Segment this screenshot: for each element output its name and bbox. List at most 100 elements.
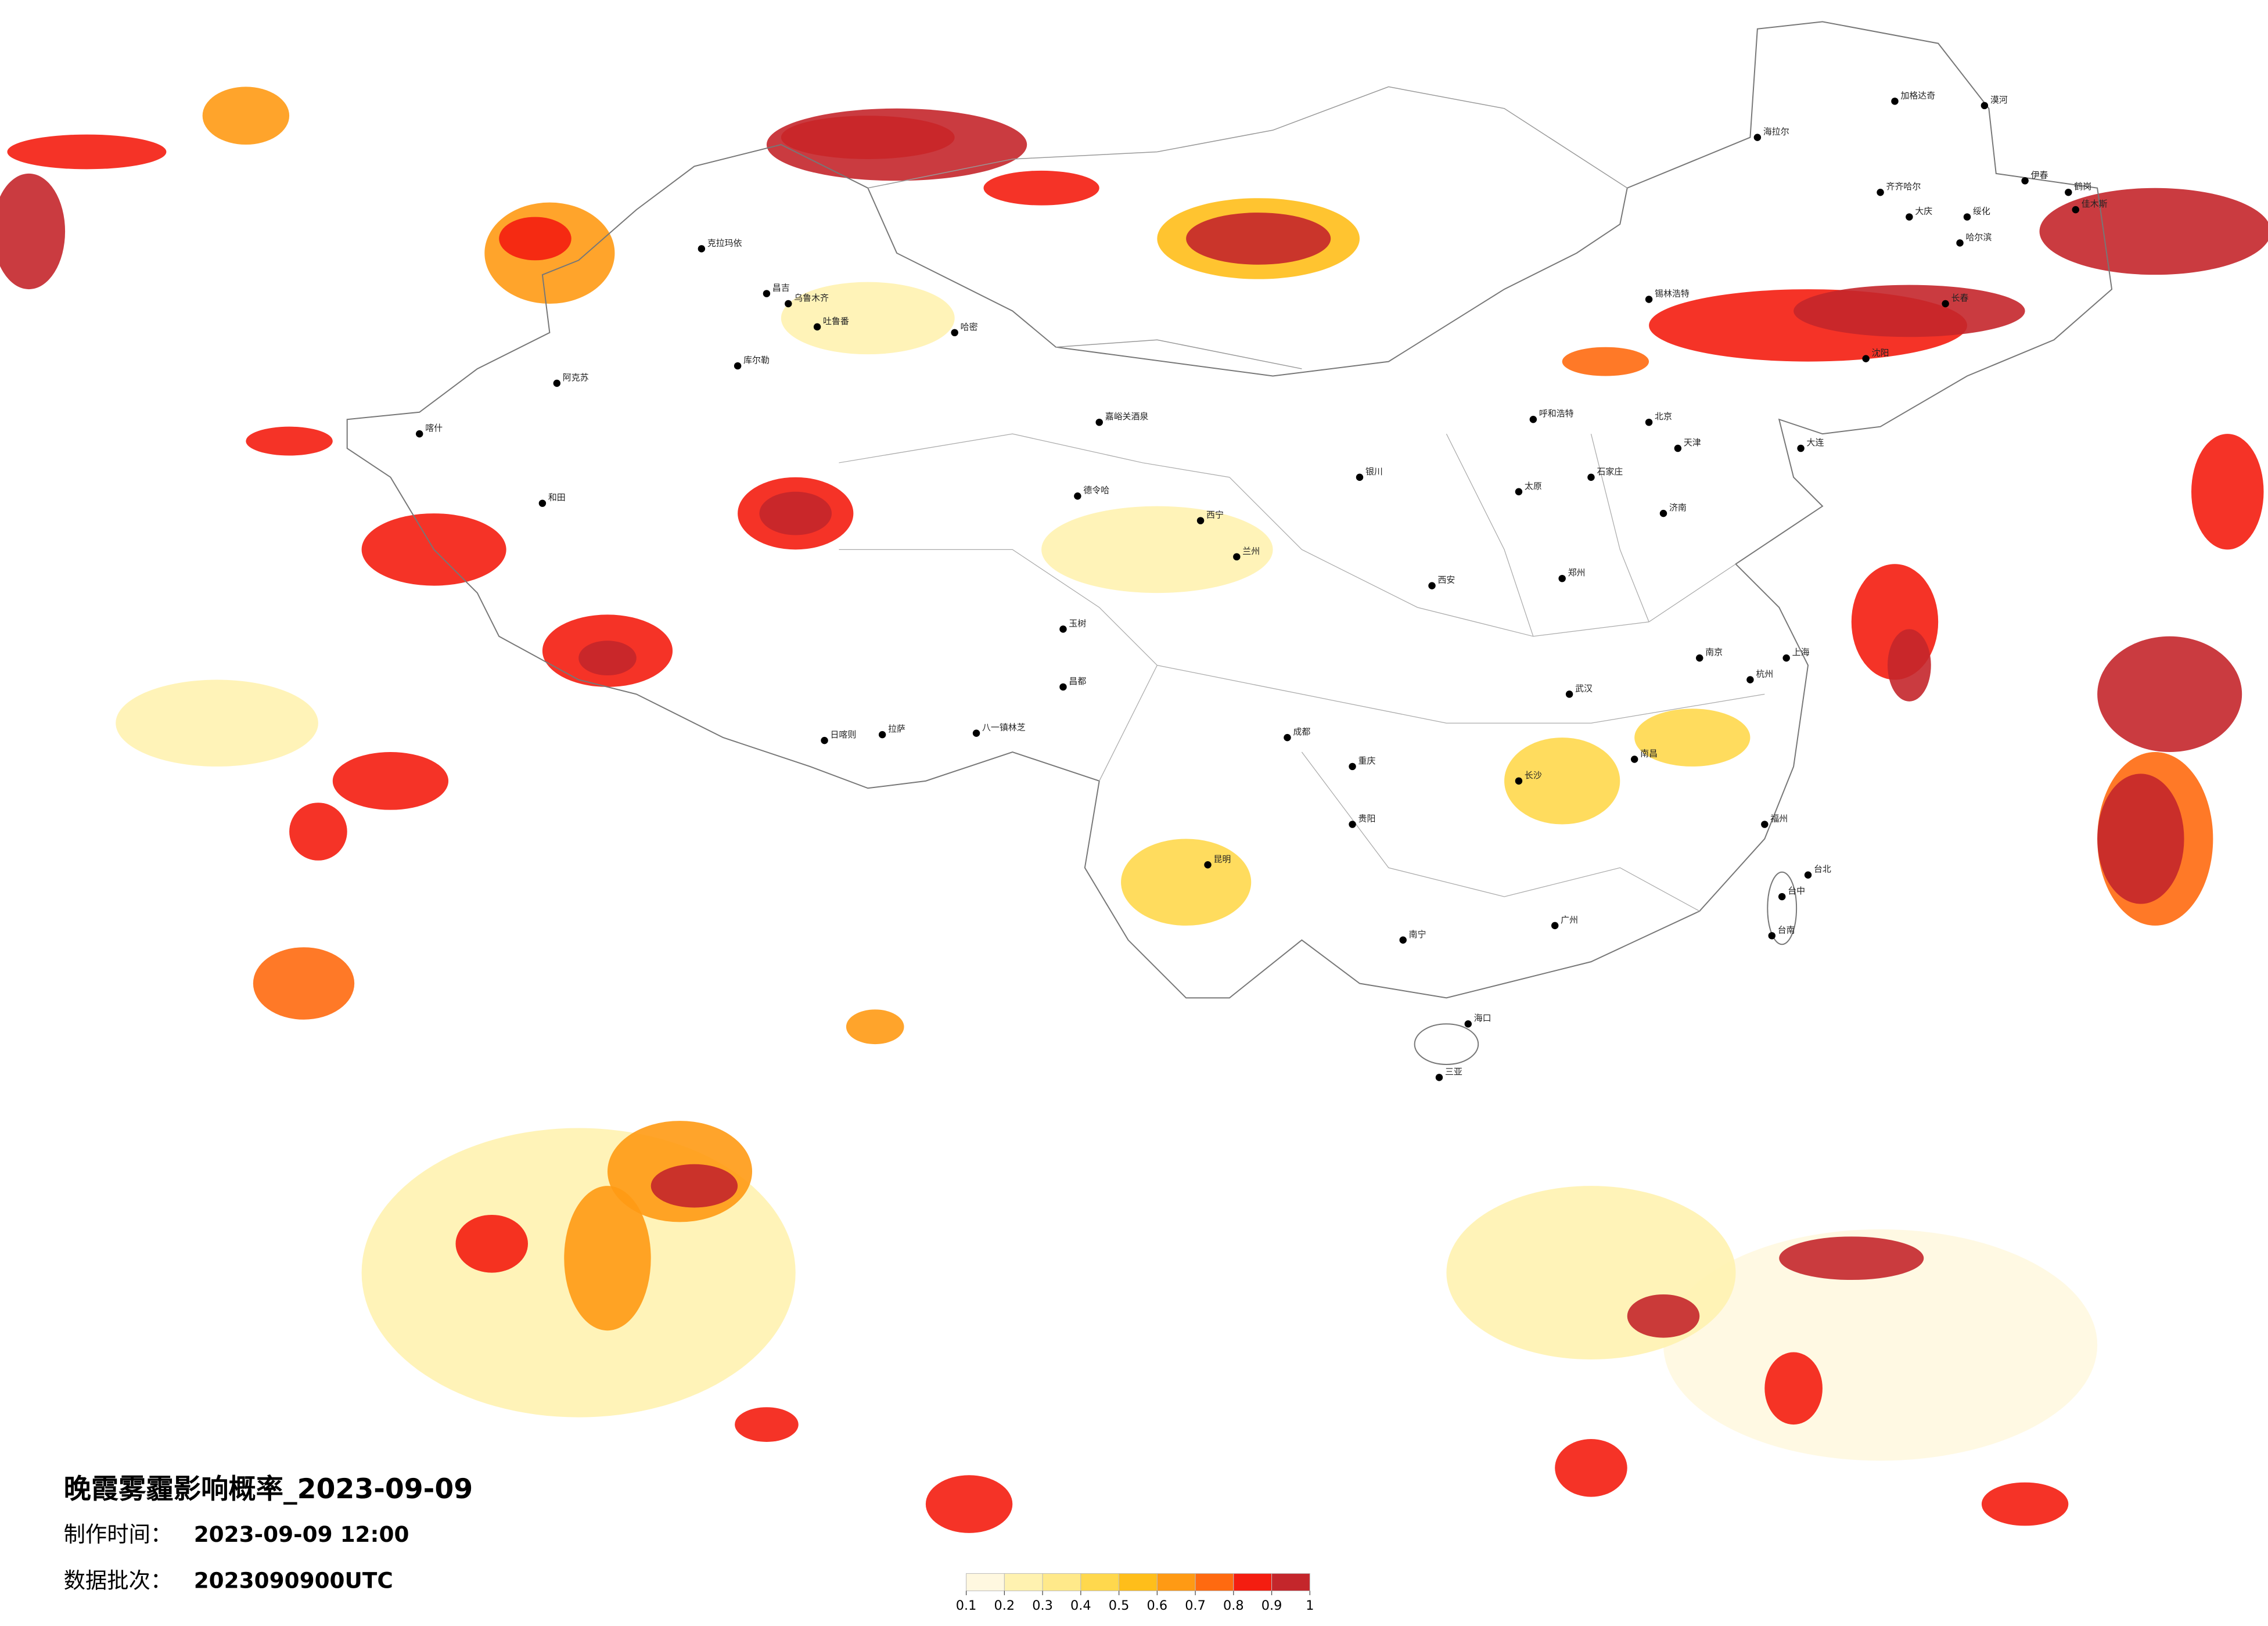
city-label: 大连 [1807, 437, 1824, 448]
city-dot [1746, 676, 1754, 684]
city-label: 漠河 [1990, 95, 2008, 105]
city-dot [1797, 444, 1805, 452]
city-dot [1782, 654, 1790, 662]
city-label: 贵阳 [1358, 814, 1376, 824]
city-label: 广州 [1561, 915, 1578, 925]
legend-tick-label: 0.5 [1109, 1598, 1130, 1613]
haze-area [455, 1214, 529, 1273]
city-label: 济南 [1669, 502, 1687, 513]
city-dot [1565, 690, 1573, 698]
haze-area [759, 491, 832, 535]
legend-swatch [1119, 1573, 1158, 1591]
city-dot [1942, 300, 1949, 308]
city-label: 台北 [1814, 864, 1831, 875]
city-label: 福州 [1770, 814, 1788, 824]
haze-area [650, 1164, 738, 1208]
city-label: 兰州 [1242, 546, 1260, 556]
taiwan-outline [1767, 871, 1798, 945]
city-label: 哈密 [961, 322, 978, 332]
haze-area [1779, 1236, 1924, 1280]
city-dot [1768, 932, 1776, 940]
city-dot [785, 300, 792, 308]
city-dot [1587, 473, 1595, 481]
legend-tick-label: 0.7 [1185, 1598, 1206, 1613]
legend: 0.1 0.2 0.3 0.4 0.5 0.6 0.7 0.8 0.9 1 [956, 1573, 1314, 1613]
city-label: 三亚 [1445, 1066, 1462, 1077]
city-dot [763, 290, 771, 297]
city-dot [1862, 355, 1870, 362]
city-dot [538, 499, 547, 507]
city-dot [734, 362, 742, 370]
city-label: 石家庄 [1597, 466, 1623, 477]
haze-area [2097, 774, 2184, 904]
haze-area [578, 641, 637, 676]
haze-area [1562, 347, 1649, 376]
heat-layer [0, 87, 2268, 1533]
haze-area [2097, 636, 2242, 753]
city-dot [1696, 654, 1703, 662]
batch-label: 数据批次： [64, 1567, 172, 1593]
haze-area [116, 679, 318, 767]
legend-tick-label: 1 [1306, 1598, 1314, 1613]
city-label: 南宁 [1409, 929, 1426, 940]
city-label: 昆明 [1213, 854, 1231, 864]
city-dot [1558, 574, 1566, 582]
legend-tick-label: 0.9 [1261, 1598, 1282, 1613]
city-label: 德令哈 [1083, 485, 1109, 495]
mongolia-border [868, 86, 1628, 369]
city-label: 吐鲁番 [823, 316, 849, 326]
city-label: 克拉玛依 [707, 238, 742, 248]
made-time: 2023-09-09 12:00 [194, 1521, 409, 1547]
city-label: 喀什 [425, 423, 443, 433]
city-label: 乌鲁木齐 [794, 293, 829, 303]
city-dot [1551, 922, 1559, 930]
haze-area [735, 1407, 799, 1442]
city-dot [1674, 444, 1682, 452]
haze-area [1764, 1352, 1823, 1425]
legend-swatch [1042, 1573, 1081, 1591]
legend-tick-label: 0.8 [1223, 1598, 1244, 1613]
city-dot [1095, 418, 1103, 426]
city-label: 南京 [1705, 647, 1723, 657]
haze-area [253, 947, 355, 1020]
haze-area [499, 217, 572, 261]
city-label: 嘉峪关酒泉 [1105, 411, 1149, 422]
city-label: 库尔勒 [743, 355, 770, 365]
city-label: 杭州 [1756, 669, 1773, 679]
haze-area [1186, 213, 1331, 265]
city-label: 齐齐哈尔 [1886, 181, 1921, 192]
haze-area [1504, 738, 1620, 825]
city-dot [1645, 296, 1653, 303]
city-dot [698, 245, 706, 253]
city-dot [972, 729, 980, 737]
city-label: 八一镇林芝 [982, 722, 1026, 733]
city-dot [1515, 777, 1523, 785]
city-dot [821, 736, 828, 744]
city-dot [878, 731, 886, 739]
city-dot [1761, 821, 1769, 828]
city-dot [813, 323, 821, 331]
city-label: 银川 [1365, 466, 1383, 477]
city-dot [1074, 492, 1081, 500]
haze-area [7, 134, 167, 170]
haze-area [2191, 434, 2264, 550]
city-label: 阿克苏 [563, 372, 589, 383]
city-label: 南昌 [1640, 748, 1658, 758]
legend-swatch [1195, 1573, 1234, 1591]
city-dot [1906, 213, 1913, 221]
haze-area [564, 1186, 651, 1331]
legend-swatch [1271, 1573, 1310, 1591]
city-label: 北京 [1655, 411, 1672, 422]
city-dot [1356, 473, 1364, 481]
haze-area [1793, 285, 2025, 337]
haze-area [1888, 629, 1931, 702]
city-dot [2021, 177, 2029, 185]
city-dot [1804, 871, 1812, 879]
haze-area [2039, 188, 2268, 275]
made-label: 制作时间： [64, 1521, 172, 1547]
map-title: 晚霞雾霾影响概率_2023-09-09 [64, 1473, 473, 1505]
city-dot [1233, 553, 1241, 561]
legend-swatch [1156, 1573, 1196, 1591]
